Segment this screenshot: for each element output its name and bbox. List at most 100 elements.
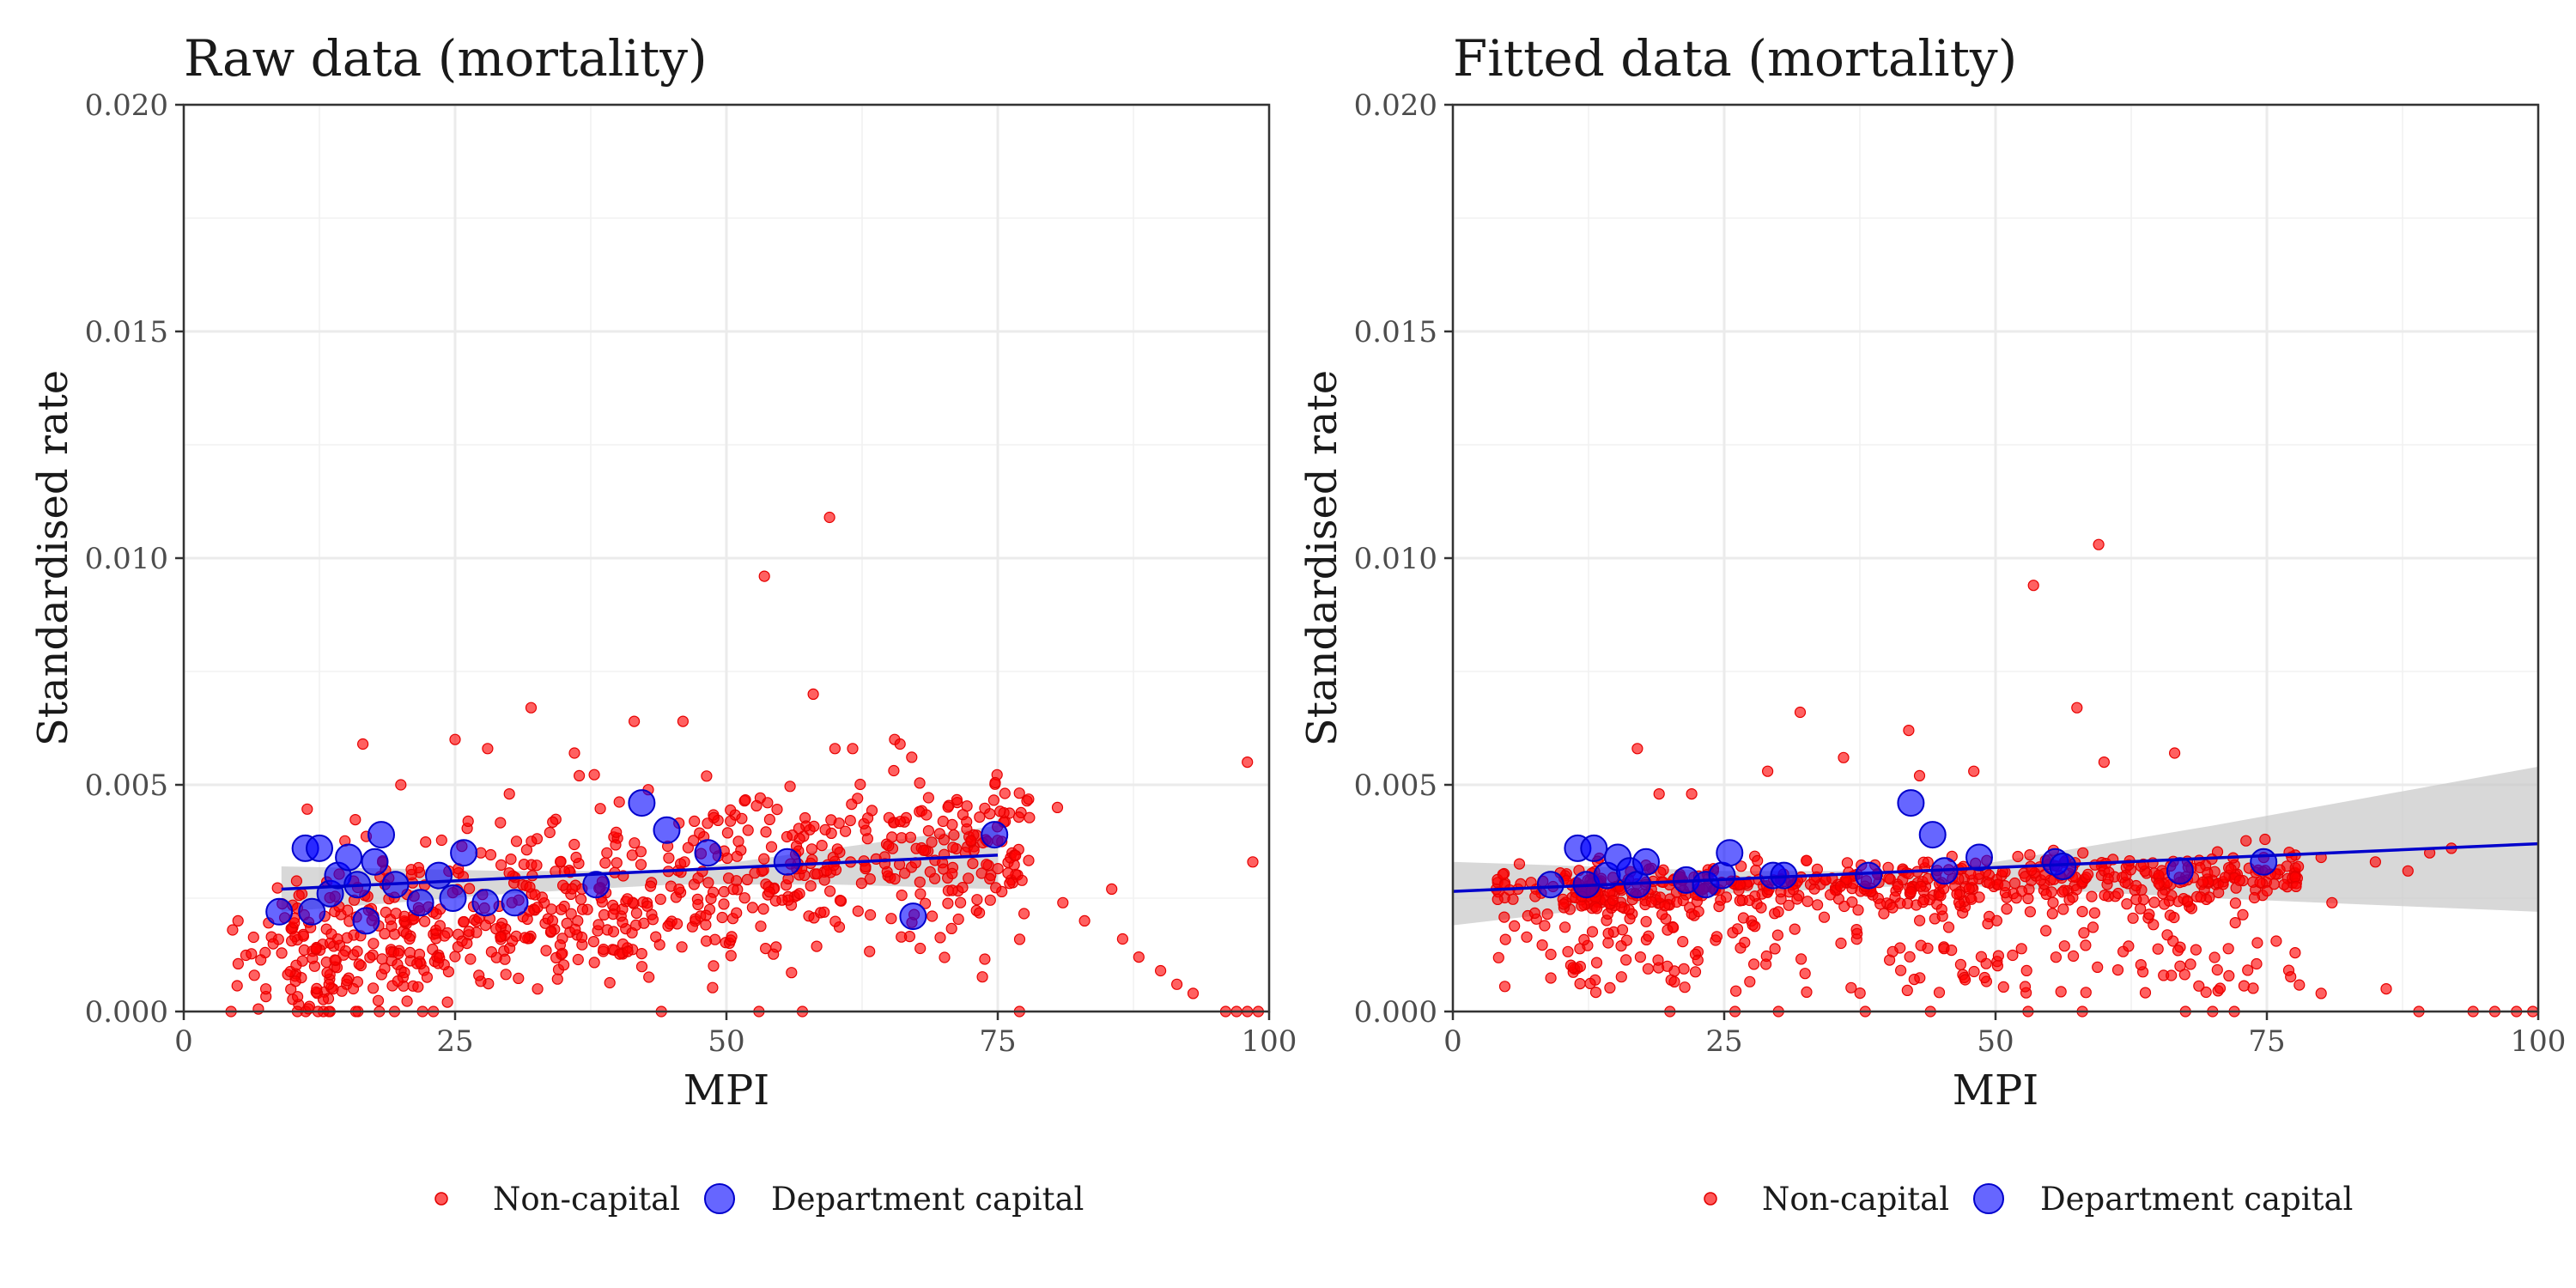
non-capital-point [2050, 951, 2062, 963]
non-capital-point [2222, 943, 2234, 955]
non-capital-point [2121, 898, 2133, 910]
non-capital-point [1734, 895, 1746, 907]
non-capital-point [1908, 973, 1920, 986]
non-capital-point [918, 844, 930, 856]
non-capital-point [449, 733, 461, 745]
non-capital-point [999, 787, 1011, 799]
non-capital-point [1187, 987, 1200, 999]
non-capital-point [769, 895, 781, 907]
non-capital-point [2237, 908, 2249, 920]
non-capital-point [519, 932, 531, 944]
non-capital-point [952, 913, 964, 926]
non-capital-point [1634, 951, 1647, 963]
non-capital-point [1574, 977, 1586, 990]
non-capital-point [1992, 950, 2004, 962]
non-capital-point [1604, 981, 1616, 994]
non-capital-point [2058, 940, 2070, 952]
non-capital-point [961, 800, 973, 812]
non-capital-point [525, 702, 538, 714]
non-capital-point [227, 924, 239, 936]
non-capital-point [694, 827, 706, 839]
non-capital-point [1946, 944, 1958, 957]
non-capital-point [816, 839, 828, 852]
trend-line-segment [1452, 841, 2539, 893]
non-capital-point [2229, 916, 2241, 929]
non-capital-point [1917, 896, 1929, 908]
non-capital-point [290, 959, 302, 971]
trend-line-segment [281, 854, 999, 891]
non-capital-point [1499, 933, 1511, 945]
non-capital-point [395, 779, 407, 791]
legend-swatch-non-capital [1704, 1192, 1717, 1206]
non-capital-point [1841, 857, 1853, 869]
department-capital-point [653, 816, 681, 844]
non-capital-point [1710, 931, 1723, 943]
non-capital-point [818, 906, 830, 918]
non-capital-point [1791, 893, 1803, 905]
non-capital-point [889, 872, 901, 885]
non-capital-point [2229, 897, 2241, 909]
non-capital-point [495, 859, 507, 872]
non-capital-point [607, 908, 619, 920]
non-capital-point [948, 829, 960, 841]
non-capital-point [2047, 896, 2059, 908]
department-capital-point [773, 848, 801, 876]
non-capital-point [575, 931, 588, 944]
non-capital-point [896, 889, 908, 902]
non-capital-point [1799, 968, 1811, 980]
non-capital-point [650, 931, 662, 943]
non-capital-point [976, 971, 988, 983]
non-capital-point [1106, 883, 1118, 896]
non-capital-point [1116, 933, 1129, 945]
non-capital-point [886, 831, 898, 843]
non-capital-point [1922, 872, 1934, 884]
non-capital-point [1760, 950, 1772, 963]
non-capital-point [2289, 946, 2301, 959]
non-capital-point [847, 743, 859, 755]
non-capital-point [2289, 871, 2301, 884]
non-capital-point [1016, 874, 1028, 886]
non-capital-point [1834, 880, 1846, 892]
x-tick-label: 75 [2248, 1024, 2285, 1059]
non-capital-point [1624, 913, 1636, 925]
y-tick-label: 0.020 [85, 88, 168, 123]
non-capital-point [301, 803, 313, 815]
non-capital-point [1668, 975, 1680, 988]
legend-label-non-capital: Non-capital [493, 1181, 680, 1218]
non-capital-point [1692, 905, 1704, 918]
non-capital-point [529, 889, 541, 901]
non-capital-point [1762, 765, 1774, 777]
non-capital-point [1917, 856, 1929, 868]
non-capital-point [1772, 906, 1784, 918]
department-capital-point [265, 897, 294, 926]
non-capital-point [463, 883, 476, 895]
non-capital-point [2197, 876, 2209, 888]
non-capital-point [531, 860, 543, 872]
non-capital-point [1509, 920, 1521, 933]
non-capital-point [540, 945, 552, 957]
non-capital-point [1991, 960, 2003, 972]
non-capital-point [413, 948, 426, 961]
non-capital-point [920, 809, 933, 821]
non-capital-points [1490, 538, 2539, 1018]
non-capital-point [1874, 898, 1886, 910]
non-capital-point [1769, 943, 1781, 955]
non-capital-point [532, 983, 544, 995]
non-capital-point [404, 933, 416, 945]
non-capital-point [570, 851, 582, 864]
non-capital-point [551, 973, 563, 985]
non-capital-point [372, 994, 385, 1006]
non-capital-point [2046, 908, 2058, 920]
non-capital-point [1851, 927, 1863, 939]
non-capital-point [1023, 854, 1035, 866]
non-capital-point [485, 945, 498, 958]
non-capital-point [2208, 951, 2221, 963]
non-capital-point [757, 902, 769, 915]
non-capital-point [738, 892, 750, 904]
non-capital-point [351, 945, 363, 957]
non-capital-point [2223, 969, 2235, 982]
non-capital-point [1942, 921, 1955, 933]
non-capital-point [2139, 987, 2152, 999]
raw-data-panel: Raw data (mortality) 0 25 50 75 100 0.000 0.00… [29, 29, 1297, 1115]
non-capital-point [412, 981, 424, 993]
